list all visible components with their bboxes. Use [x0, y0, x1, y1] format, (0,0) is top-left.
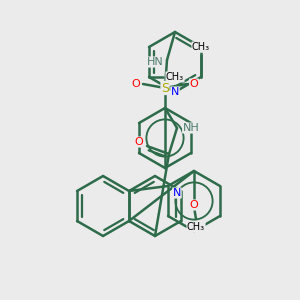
Text: O: O [190, 79, 198, 89]
Text: N: N [171, 87, 179, 97]
Text: O: O [135, 137, 143, 147]
Text: O: O [190, 200, 198, 210]
Text: CH₃: CH₃ [192, 42, 210, 52]
Text: CH₃: CH₃ [166, 72, 184, 82]
Text: N: N [197, 42, 205, 52]
Text: O: O [132, 79, 140, 89]
Text: S: S [161, 82, 169, 94]
Text: NH: NH [183, 123, 200, 133]
Text: HN: HN [147, 57, 164, 67]
Text: CH₃: CH₃ [187, 222, 205, 232]
Text: N: N [173, 188, 181, 198]
